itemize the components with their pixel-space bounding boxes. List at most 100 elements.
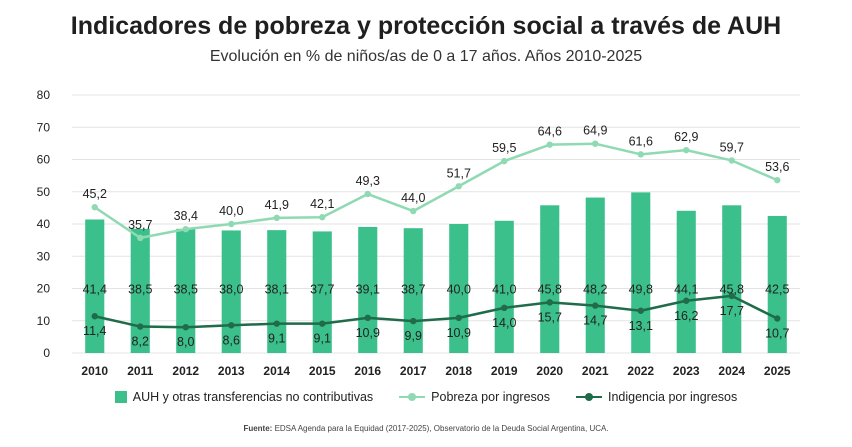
- auh-data-label: 38,7: [401, 283, 425, 297]
- indigencia-point: [228, 322, 235, 329]
- pobreza-data-label: 61,6: [629, 134, 653, 148]
- indigencia-point: [637, 307, 644, 314]
- pobreza-data-label: 40,0: [219, 204, 243, 218]
- auh-data-label: 45,8: [538, 283, 562, 297]
- indigencia-data-label: 8,2: [132, 335, 149, 349]
- indigencia-point: [728, 292, 735, 300]
- pobreza-line: [94, 142, 778, 240]
- indigencia-point: [273, 320, 280, 327]
- pobreza-data-label: 62,9: [674, 130, 698, 144]
- pobreza-data-label: 53,6: [765, 160, 789, 174]
- indigencia-data-label: 14,0: [492, 316, 516, 330]
- pobreza-point: [683, 146, 690, 154]
- auh-data-label: 38,5: [174, 283, 198, 297]
- indigencia-point: [364, 314, 371, 322]
- bar-auh: [221, 230, 241, 353]
- indigencia-point: [182, 324, 189, 331]
- indigencia-point: [592, 302, 599, 309]
- x-tick-label: 2017: [400, 364, 427, 378]
- y-tick-label: 80: [37, 88, 51, 102]
- indigencia-data-label: 11,4: [83, 324, 106, 338]
- auh-data-label: 41,4: [83, 283, 107, 297]
- auh-data-label: 38,0: [219, 283, 243, 297]
- indigencia-data-label: 10,7: [765, 326, 789, 340]
- pobreza-data-label: 64,6: [538, 125, 562, 139]
- y-tick-label: 70: [37, 120, 51, 134]
- indigencia-data-label: 16,2: [674, 309, 698, 323]
- indigencia-point: [683, 297, 690, 304]
- pobreza-data-label: 44,0: [401, 191, 425, 205]
- indigencia-data-label: 8,6: [223, 333, 240, 347]
- source-text: EDSA Agenda para la Equidad (2017-2025),…: [274, 424, 609, 433]
- legend: AUH y otras transferencias no contributi…: [0, 390, 852, 404]
- auh-data-label: 42,5: [765, 283, 789, 297]
- auh-data-label: 45,8: [720, 283, 744, 297]
- x-tick-label: 2020: [536, 364, 563, 378]
- indigencia-data-label: 10,9: [356, 326, 380, 340]
- y-tick-label: 50: [37, 185, 51, 199]
- bar-auh: [449, 224, 469, 353]
- indigencia-point: [137, 323, 144, 330]
- chart-title: Indicadores de pobreza y protección soci…: [70, 12, 782, 40]
- auh-data-label: 39,1: [356, 283, 380, 297]
- chart-subtitle: Evolución en % de niños/as de 0 a 17 año…: [209, 48, 643, 65]
- auh-data-label: 40,0: [447, 283, 471, 297]
- indigencia-point: [455, 314, 462, 322]
- pobreza-point: [410, 207, 417, 215]
- legend-swatch-indigencia-line: [575, 390, 602, 404]
- legend-swatch-pobreza-line: [399, 390, 426, 404]
- bar-auh: [631, 192, 651, 353]
- y-tick-label: 60: [37, 153, 51, 167]
- pobreza-point: [364, 190, 371, 198]
- y-tick-label: 40: [37, 217, 51, 231]
- y-tick-label: 0: [43, 346, 50, 360]
- indigencia-line: [94, 294, 778, 329]
- x-tick-label: 2025: [764, 364, 791, 378]
- x-tick-label: 2015: [309, 364, 336, 378]
- bar-auh: [85, 219, 105, 353]
- auh-data-label: 44,1: [674, 283, 698, 297]
- legend-label-auh: AUH y otras transferencias no contributi…: [132, 390, 374, 404]
- pobreza-data-label: 41,9: [265, 198, 289, 212]
- bar-auh: [267, 230, 287, 353]
- pobreza-point: [546, 141, 553, 148]
- indigencia-data-label: 13,1: [629, 319, 653, 333]
- pobreza-point: [728, 157, 735, 164]
- pobreza-data-label: 49,3: [356, 174, 380, 188]
- legend-item-indigencia: Indigencia por ingresos: [575, 390, 737, 404]
- bar-auh: [722, 205, 742, 353]
- bar-auh: [176, 228, 196, 353]
- bar-auh: [767, 215, 787, 353]
- indigencia-point: [774, 315, 781, 322]
- legend-item-auh: AUH y otras transferencias no contributi…: [114, 390, 374, 404]
- pobreza-point: [137, 234, 144, 242]
- auh-data-label: 38,5: [128, 283, 152, 297]
- legend-item-pobreza: Pobreza por ingresos: [399, 390, 550, 404]
- indigencia-data-label: 14,7: [583, 314, 607, 328]
- x-tick-label: 2013: [218, 364, 245, 378]
- x-tick-label: 2012: [172, 364, 199, 378]
- x-tick-label: 2018: [445, 364, 472, 378]
- pobreza-point: [319, 214, 326, 221]
- indigencia-point: [501, 304, 508, 312]
- x-tick-label: 2024: [718, 364, 745, 378]
- x-tick-label: 2011: [127, 364, 153, 378]
- source-note: Fuente: EDSA Agenda para la Equidad (201…: [0, 424, 852, 433]
- pobreza-point: [501, 157, 508, 165]
- indigencia-point: [319, 320, 326, 327]
- pobreza-point: [455, 183, 462, 190]
- pobreza-point: [592, 140, 599, 147]
- pobreza-data-label: 59,5: [492, 141, 516, 155]
- indigencia-data-label: 8,0: [177, 335, 194, 349]
- pobreza-point: [228, 220, 235, 228]
- indigencia-data-label: 17,7: [720, 304, 744, 318]
- auh-data-label: 41,0: [492, 283, 516, 297]
- auh-data-label: 48,2: [583, 283, 607, 297]
- indigencia-data-label: 10,9: [447, 326, 471, 340]
- x-tick-label: 2014: [263, 364, 290, 378]
- x-tick-label: 2019: [491, 364, 518, 378]
- pobreza-data-label: 59,7: [720, 140, 744, 154]
- source-label: Fuente:: [243, 424, 273, 433]
- y-tick-label: 10: [37, 314, 51, 328]
